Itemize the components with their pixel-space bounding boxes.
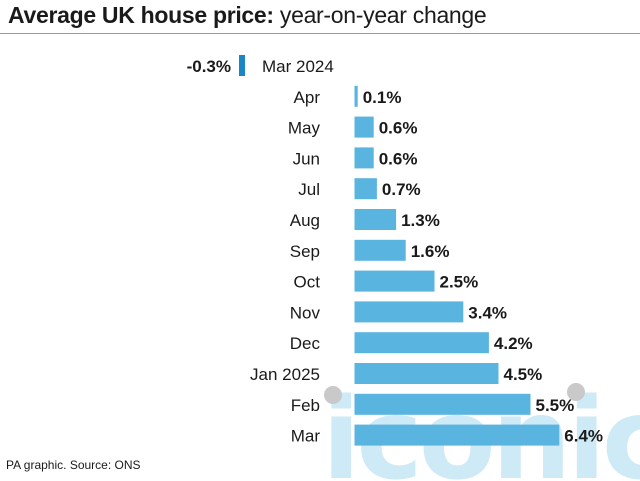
- value-label: 0.6%: [379, 119, 418, 138]
- category-label: Oct: [294, 273, 321, 292]
- chart-title-light: year-on-year change: [273, 2, 487, 28]
- category-label: Nov: [290, 303, 321, 322]
- value-label: 2.5%: [440, 273, 479, 292]
- category-label: Aug: [290, 211, 320, 230]
- bar: [354, 393, 531, 415]
- value-label: 4.5%: [504, 365, 543, 384]
- bar: [354, 424, 560, 446]
- chart-title-bold: Average UK house price:: [8, 2, 274, 28]
- chart-title: Average UK house price: year-on-year cha…: [8, 2, 487, 29]
- bar: [354, 363, 499, 384]
- value-label: 0.6%: [379, 149, 418, 168]
- bar: [354, 178, 377, 200]
- bar: [354, 85, 358, 107]
- bar: [354, 116, 374, 138]
- source-note: PA graphic. Source: ONS: [6, 458, 141, 472]
- value-label: 6.4%: [564, 427, 603, 446]
- title-divider: [0, 33, 640, 34]
- bar: [354, 209, 397, 230]
- category-label: Feb: [291, 396, 320, 415]
- category-label: Jan 2025: [250, 365, 320, 384]
- bar: [354, 147, 374, 169]
- category-label: Mar 2024: [262, 57, 334, 76]
- bar: [354, 270, 435, 292]
- bar: [354, 301, 464, 323]
- category-label: Sep: [290, 242, 320, 261]
- category-label: Apr: [294, 88, 321, 107]
- value-label: 5.5%: [536, 396, 575, 415]
- value-label: 0.7%: [382, 180, 421, 199]
- value-label: 3.4%: [468, 303, 507, 322]
- value-label: -0.3%: [187, 57, 231, 76]
- bars: Mar 2024 -0.3% Apr 0.1% May 0.6% Jun 0.6% Jul 0.7…: [187, 55, 603, 446]
- value-label: 4.2%: [494, 334, 533, 353]
- value-label: 0.1%: [363, 88, 402, 107]
- category-label: Dec: [290, 334, 321, 353]
- watermark-dot: [324, 386, 342, 404]
- category-label: May: [288, 119, 321, 138]
- category-label: Jul: [298, 180, 320, 199]
- category-label: Mar: [291, 427, 321, 446]
- value-label: 1.6%: [411, 242, 450, 261]
- bar: [239, 55, 245, 76]
- bar: [354, 332, 489, 354]
- bar: [354, 239, 406, 261]
- value-label: 1.3%: [401, 211, 440, 230]
- watermark-dot: [567, 383, 585, 401]
- category-label: Jun: [293, 149, 320, 168]
